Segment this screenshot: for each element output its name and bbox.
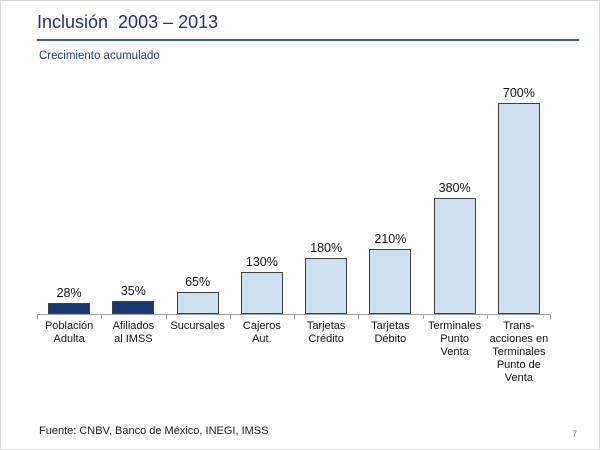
bar-slot: 180%: [294, 85, 358, 314]
bar-7: [433, 198, 476, 314]
axis-tick: [358, 314, 360, 319]
bar-slot: 35%: [101, 85, 165, 314]
source-footer: Fuente: CNBV, Banco de México, INEGI, IM…: [39, 425, 269, 437]
slide-title: Inclusión 2003 – 2013: [37, 12, 219, 32]
category-labels: Población Adulta Afiliados al IMSS Sucursa…: [37, 320, 551, 385]
category-label: Tarjetas Crédito: [306, 320, 346, 345]
category-label: Terminales Punto Venta: [428, 320, 482, 358]
bar-3: [176, 292, 219, 314]
bar-6: [369, 249, 412, 314]
bar-value-label: 130%: [245, 255, 278, 269]
category-label: Trans- acciones en Terminales Punto de V…: [489, 320, 549, 384]
axis-tick: [486, 314, 488, 319]
bar-slot: 700%: [487, 85, 551, 314]
bar-chart: 28% 35% 65% 130% 180% 210% 380% 700%: [37, 85, 551, 319]
page-number: 7: [572, 429, 578, 439]
bar-slot: 28%: [37, 85, 101, 314]
bar-value-label: 65%: [185, 275, 211, 289]
axis-tick: [422, 314, 424, 319]
bar-slot: 380%: [423, 85, 487, 314]
category-label: Afiliados al IMSS: [112, 320, 155, 345]
title-underline: [37, 39, 579, 41]
category-label: Sucursales: [170, 320, 225, 332]
bar-8: [497, 103, 540, 314]
category-label: Población Adulta: [44, 320, 94, 345]
bar-value-label: 35%: [120, 284, 146, 298]
bar-value-label: 380%: [438, 181, 471, 195]
bar-1: [48, 303, 91, 314]
bar-2: [112, 301, 155, 314]
bar-slots: 28% 35% 65% 130% 180% 210% 380% 700%: [37, 85, 551, 314]
bar-slot: 65%: [166, 85, 230, 314]
axis-tick: [294, 314, 295, 319]
bar-value-label: 700%: [502, 86, 535, 100]
axis-tick: [37, 314, 38, 319]
bar-slot: 130%: [230, 85, 294, 314]
bar-slot: 210%: [358, 85, 422, 314]
bar-4: [240, 272, 283, 314]
bar-value-label: 210%: [374, 232, 407, 246]
chart-title: Crecimiento acumulado: [39, 50, 160, 62]
category-label: Cajeros Aut.: [242, 320, 281, 345]
bar-value-label: 28%: [56, 286, 82, 300]
category-label: Tarjetas Débito: [371, 320, 410, 345]
bar-5: [305, 258, 348, 314]
axis-tick: [229, 314, 231, 319]
axis-tick: [550, 314, 551, 319]
bar-value-label: 180%: [310, 241, 343, 255]
axis-tick: [165, 314, 167, 319]
axis-tick: [101, 314, 103, 319]
